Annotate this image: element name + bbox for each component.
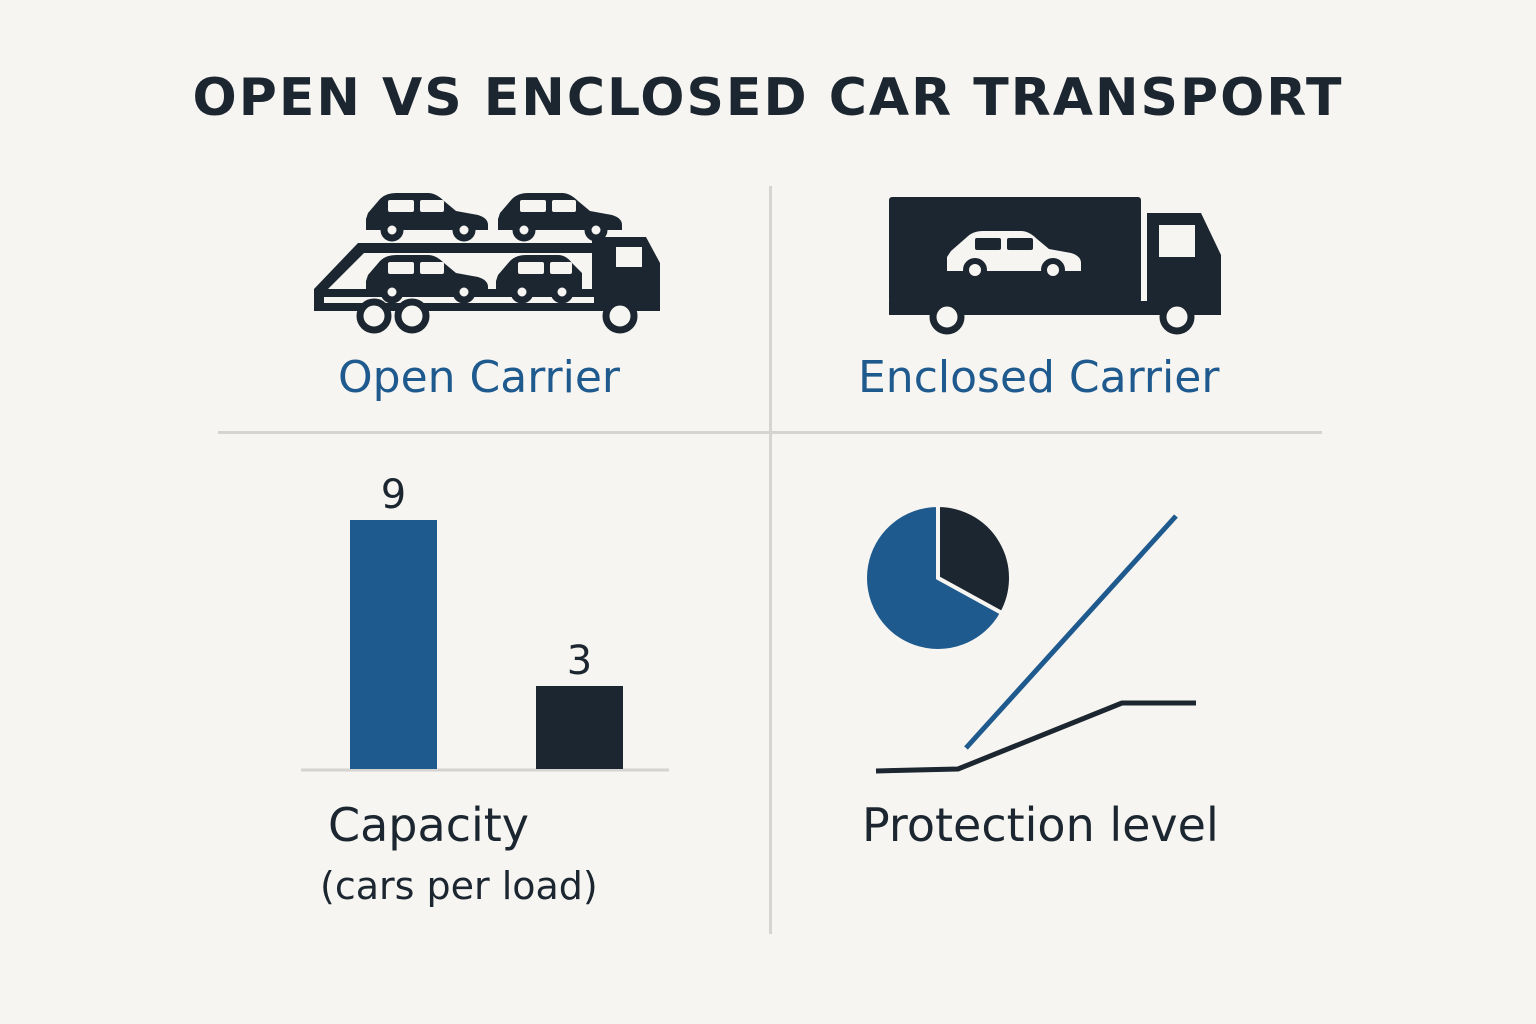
open-carrier-label: Open Carrier xyxy=(338,352,620,403)
bar-value-label: 9 xyxy=(381,472,406,518)
bar-1 xyxy=(350,520,437,769)
protection-line-chart xyxy=(875,514,1196,774)
capacity-sublabel: (cars per load) xyxy=(320,864,598,908)
pie-slice-2 xyxy=(863,502,1005,653)
protection-label: Protection level xyxy=(862,798,1219,852)
protection-line-2 xyxy=(875,700,1196,774)
open-car-carrier-truck-icon xyxy=(314,193,660,334)
protection-line-1 xyxy=(964,514,1178,750)
protection-pie-chart xyxy=(863,502,1013,653)
page-title: OPEN VS ENCLOSED CAR TRANSPORT xyxy=(192,68,1344,128)
bar-value-label: 3 xyxy=(567,638,592,684)
bar-2 xyxy=(536,686,623,769)
enclosed-carrier-label: Enclosed Carrier xyxy=(858,352,1220,403)
horizontal-divider xyxy=(218,431,1322,434)
capacity-bar-chart: 93 xyxy=(301,472,669,772)
vertical-divider xyxy=(769,186,772,934)
enclosed-car-carrier-truck-icon xyxy=(889,197,1221,335)
capacity-label: Capacity xyxy=(328,798,530,852)
